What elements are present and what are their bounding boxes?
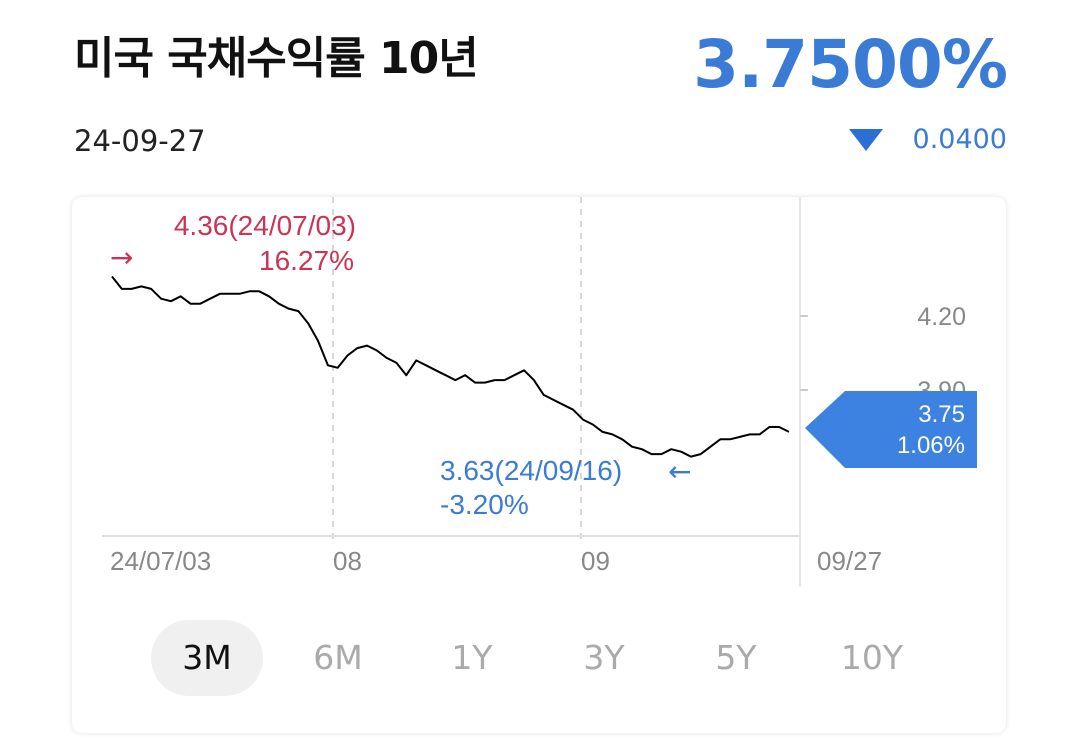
y-tick-label: 4.20	[917, 303, 966, 331]
max-annotation-value: 4.36(24/07/03)	[174, 210, 356, 241]
last-value: 3.75	[918, 401, 965, 428]
range-1y-button[interactable]: 1Y	[451, 638, 493, 677]
last-value-tag	[805, 391, 977, 468]
range-5y-button[interactable]: 5Y	[715, 638, 757, 677]
series-line	[111, 275, 790, 458]
range-selector: 3M 6M 1Y 3Y 5Y 10Y	[72, 620, 1006, 696]
max-arrow-icon: →	[110, 241, 133, 274]
last-value-pct: 1.06%	[897, 432, 965, 459]
x-tick-label: 08	[333, 546, 362, 576]
x-tick-label: 09	[581, 546, 610, 576]
range-3m-button[interactable]: 3M	[151, 620, 263, 696]
x-tick-label: 24/07/03	[110, 546, 211, 576]
price-change-value: 0.0400	[912, 124, 1007, 155]
down-triangle-icon	[848, 128, 883, 151]
quote-date: 24-09-27	[74, 124, 206, 158]
min-arrow-icon: ←	[668, 455, 691, 488]
range-3y-button[interactable]: 3Y	[583, 638, 625, 677]
max-annotation-pct: 16.27%	[259, 245, 354, 276]
line-chart[interactable]: 4.20 3.90 → 4.36(24/07/03) 16.27% 3.63(2…	[72, 197, 1006, 597]
range-10y-button[interactable]: 10Y	[840, 638, 904, 677]
price-change: 0.0400	[848, 124, 1007, 155]
page-title: 미국 국채수익률 10년	[74, 33, 479, 84]
min-annotation-pct: -3.20%	[440, 489, 529, 520]
min-annotation-value: 3.63(24/09/16)	[440, 455, 622, 486]
range-6m-button[interactable]: 6M	[313, 638, 363, 677]
x-tick-label: 09/27	[817, 546, 882, 576]
current-price: 3.7500%	[693, 26, 1008, 103]
